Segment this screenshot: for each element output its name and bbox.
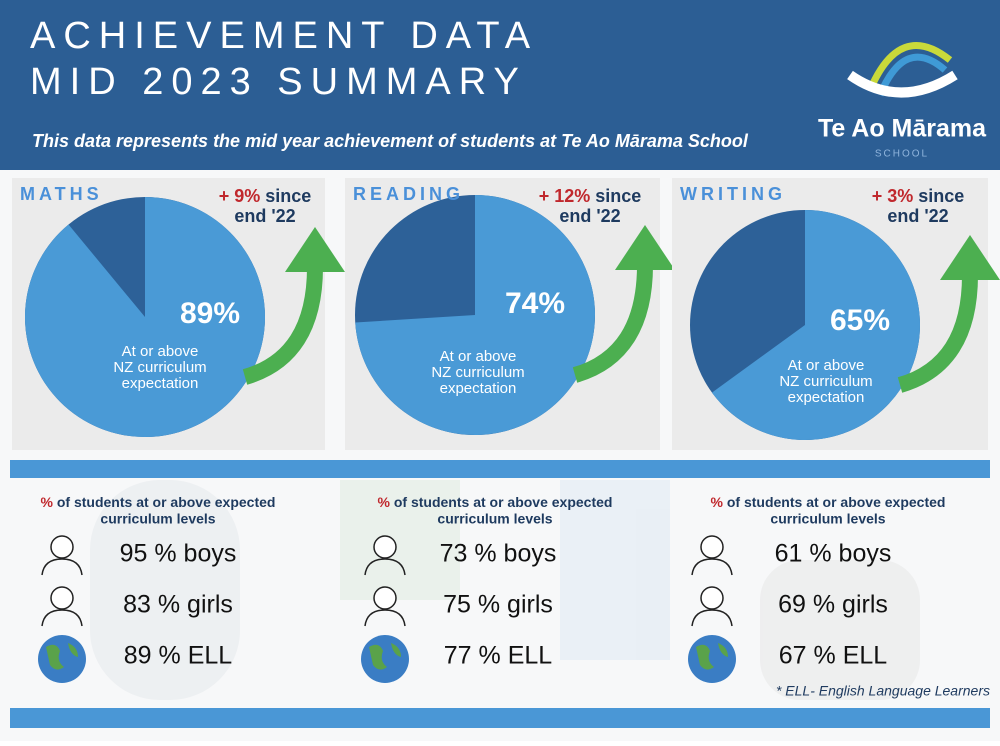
pie-caption: At or above — [440, 348, 517, 365]
title-line: ACHIEVEMENT DATA — [30, 15, 538, 57]
panel-title: MATHS — [20, 184, 103, 204]
logo-name: Te Ao Mārama — [818, 115, 987, 143]
person-body — [41, 609, 83, 627]
globe — [688, 635, 736, 683]
stats-row: 95 % boys — [120, 540, 237, 568]
globe-land — [369, 643, 401, 670]
pie-label: 65% — [830, 304, 890, 337]
percent-symbol: % — [378, 494, 391, 510]
pie-caption: expectation — [122, 375, 199, 392]
person-body — [691, 609, 733, 627]
stats-row: 61 % boys — [775, 540, 892, 568]
pie-label: 89% — [180, 297, 240, 330]
arrow-head — [615, 225, 675, 270]
globe — [38, 635, 86, 683]
deco — [90, 480, 920, 700]
change: + 3% — [872, 186, 914, 206]
header-band — [0, 0, 1000, 170]
stats-row: 75 % girls — [443, 591, 553, 619]
person-head — [373, 586, 397, 610]
stats-heading: % of students at or above expected — [378, 494, 613, 510]
since: since — [918, 186, 964, 206]
person-head — [50, 586, 74, 610]
growth-arrow — [242, 266, 323, 385]
divider — [10, 460, 990, 478]
growth-arrow — [572, 264, 653, 383]
period: end '22 — [887, 206, 948, 226]
pie-caption: NZ curriculum — [113, 359, 206, 376]
percent-symbol: % — [711, 494, 724, 510]
pie-caption: expectation — [788, 389, 865, 406]
change: + 9% — [219, 186, 261, 206]
change-note: + 12% since — [539, 186, 642, 206]
stats-heading: curriculum levels — [437, 511, 552, 527]
globe-land — [696, 643, 728, 670]
pie-slice — [24, 197, 265, 438]
change-note: + 3% since — [872, 186, 965, 206]
stats-row: 69 % girls — [778, 591, 888, 619]
footnote: * ELL- English Language Learners — [776, 683, 990, 699]
arrow-head — [285, 227, 345, 272]
period: end '22 — [234, 206, 295, 226]
heading: of students at or above expected — [727, 494, 946, 510]
pie-caption: expectation — [440, 380, 517, 397]
stats-row: 83 % girls — [123, 591, 233, 619]
percent-symbol: % — [41, 494, 54, 510]
since: since — [595, 186, 641, 206]
subtitle: This data represents the mid year achiev… — [32, 131, 749, 151]
globe — [361, 635, 409, 683]
period: end '22 — [559, 206, 620, 226]
person-head — [700, 535, 724, 559]
person-body — [691, 558, 733, 576]
logo — [847, 42, 958, 98]
panel-title: WRITING — [680, 184, 786, 204]
pie-label: 74% — [505, 287, 565, 320]
stats-row: 77 % ELL — [444, 642, 553, 670]
heading: of students at or above expected — [57, 494, 276, 510]
pie-caption: At or above — [122, 343, 199, 360]
person-body — [364, 558, 406, 576]
title-line: MID 2023 SUMMARY — [30, 61, 527, 103]
stats-heading: % of students at or above expected — [41, 494, 276, 510]
person-head — [373, 535, 397, 559]
person-body — [364, 609, 406, 627]
pie-slice — [355, 195, 595, 436]
heading: of students at or above expected — [394, 494, 613, 510]
pie-slice — [711, 210, 920, 440]
stats-row: 67 % ELL — [779, 642, 888, 670]
stats-heading: curriculum levels — [100, 511, 215, 527]
pie-caption: NZ curriculum — [431, 364, 524, 381]
stats-heading: curriculum levels — [770, 511, 885, 527]
divider — [10, 708, 990, 728]
since: since — [265, 186, 311, 206]
arrow-head — [940, 235, 1000, 280]
stats-heading: % of students at or above expected — [711, 494, 946, 510]
panel-title: READING — [353, 184, 464, 204]
globe-land — [46, 643, 78, 670]
person-head — [700, 586, 724, 610]
change-note: + 9% since — [219, 186, 312, 206]
growth-arrow — [897, 274, 978, 393]
logo-sub: SCHOOL — [875, 149, 929, 160]
pie-caption: At or above — [788, 357, 865, 374]
person-body — [41, 558, 83, 576]
pie-caption: NZ curriculum — [779, 373, 872, 390]
stats-row: 73 % boys — [440, 540, 557, 568]
change: + 12% — [539, 186, 591, 206]
person-head — [50, 535, 74, 559]
stats-row: 89 % ELL — [124, 642, 233, 670]
